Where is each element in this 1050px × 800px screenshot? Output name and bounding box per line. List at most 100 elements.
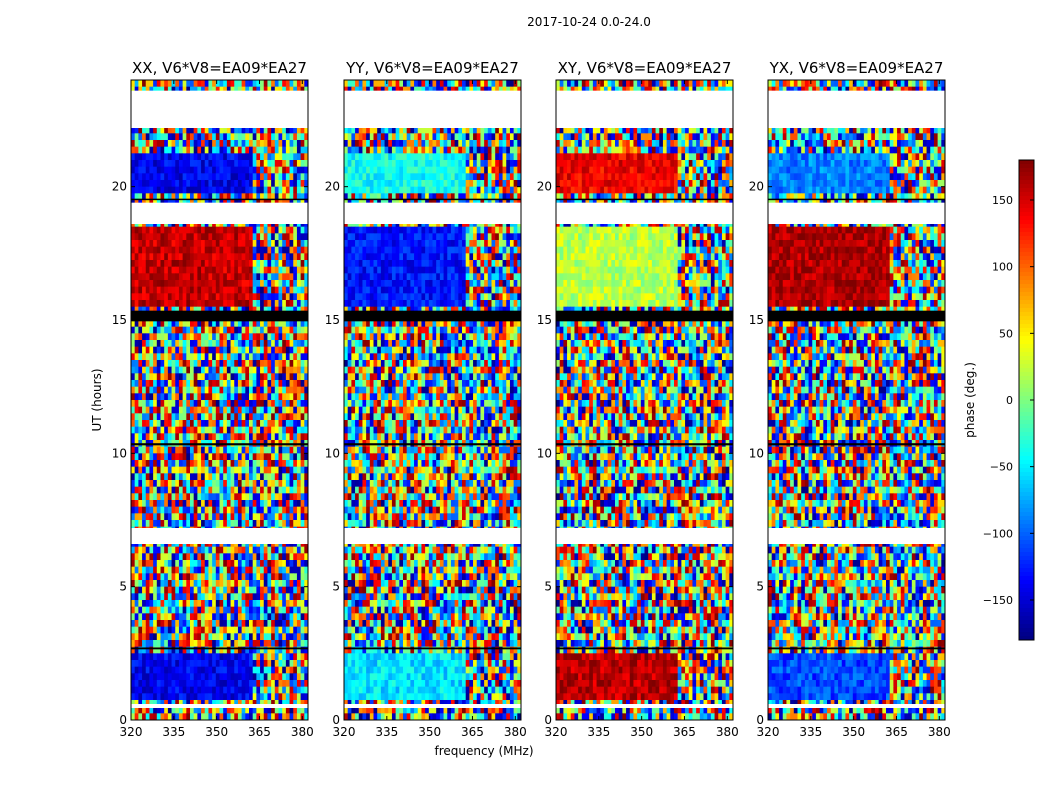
flagged-band	[768, 704, 945, 708]
black-band	[344, 310, 521, 322]
black-band	[131, 310, 308, 322]
black-band	[344, 198, 521, 201]
panel-title-xy: XY, V6*V8=EA09*EA27	[558, 59, 732, 77]
x-axis-label: frequency (MHz)	[434, 744, 533, 758]
y-tick-label: 0	[332, 713, 340, 727]
black-band	[556, 198, 733, 201]
y-axis-label: UT (hours)	[90, 368, 104, 431]
y-tick-label: 0	[756, 713, 764, 727]
black-band	[768, 198, 945, 201]
colorbar-tick-label: 50	[999, 327, 1013, 340]
panel-title-yx: YX, V6*V8=EA09*EA27	[769, 59, 944, 77]
black-band	[344, 647, 521, 650]
y-tick-label: 15	[112, 313, 127, 327]
black-band	[556, 443, 733, 446]
x-tick-label: 335	[375, 725, 398, 739]
black-band	[344, 443, 521, 446]
panel-frame	[343, 79, 522, 721]
panel-yy: YY, V6*V8=EA09*EA27 320 335 350 365 380 0 5 10 15…	[325, 59, 527, 739]
y-tick-label: 5	[119, 580, 127, 594]
flagged-band	[131, 528, 308, 544]
black-band	[556, 647, 733, 650]
y-tick-label: 15	[537, 313, 552, 327]
y-tick-label: 20	[749, 180, 764, 194]
heatmap-cells	[131, 80, 309, 721]
y-tick-label: 0	[119, 713, 127, 727]
x-tick-label: 350	[630, 725, 653, 739]
y-tick-label: 15	[749, 313, 764, 327]
panel-title-yy: YY, V6*V8=EA09*EA27	[345, 59, 519, 77]
colorbar-label: phase (deg.)	[963, 362, 977, 438]
black-band	[131, 443, 308, 446]
colorbar-tick-label: 0	[1006, 394, 1013, 407]
x-tick-label: 365	[461, 725, 484, 739]
heatmap-cells	[768, 80, 946, 721]
black-band	[768, 443, 945, 446]
flagged-band	[556, 90, 733, 128]
flagged-band	[556, 202, 733, 224]
black-band	[131, 647, 308, 650]
y-tick-label: 15	[325, 313, 340, 327]
y-tick-label: 10	[537, 446, 552, 460]
colorbar-tick-label: −50	[990, 461, 1013, 474]
x-tick-label: 335	[587, 725, 610, 739]
y-tick-label: 20	[537, 180, 552, 194]
x-tick-label: 365	[248, 725, 271, 739]
flagged-band	[768, 90, 945, 128]
x-tick-label: 350	[205, 725, 228, 739]
flagged-band	[556, 704, 733, 708]
flagged-band	[556, 528, 733, 544]
black-band	[131, 198, 308, 201]
x-tick-label: 350	[842, 725, 865, 739]
colorbar-tick-label: 100	[992, 261, 1013, 274]
y-tick-label: 20	[112, 180, 127, 194]
flagged-band	[344, 704, 521, 708]
colorbar: 150 100 50 0 −50 −100 −150	[983, 159, 1035, 641]
y-tick-label: 10	[112, 446, 127, 460]
colorbar-tick-label: −100	[983, 527, 1013, 540]
panel-frame	[130, 79, 309, 721]
panel-xx: XX, V6*V8=EA09*EA27 320 335 350 365 380 0 5 10 15…	[112, 59, 314, 739]
colorbar-tick-label: 150	[992, 194, 1013, 207]
x-tick-label: 380	[716, 725, 739, 739]
x-tick-label: 320	[757, 725, 780, 739]
panel-frame	[555, 79, 734, 721]
y-tick-label: 0	[544, 713, 552, 727]
x-tick-label: 380	[928, 725, 951, 739]
flagged-band	[344, 90, 521, 128]
y-tick-label: 5	[332, 580, 340, 594]
black-band	[768, 310, 945, 322]
x-tick-label: 320	[333, 725, 356, 739]
x-tick-label: 365	[673, 725, 696, 739]
x-tick-label: 380	[291, 725, 314, 739]
flagged-band	[344, 528, 521, 544]
flagged-band	[768, 202, 945, 224]
y-tick-label: 20	[325, 180, 340, 194]
panels: XX, V6*V8=EA09*EA27 320 335 350 365 380 0 5 10 15…	[112, 59, 951, 739]
x-tick-label: 320	[545, 725, 568, 739]
panel-yx: YX, V6*V8=EA09*EA27 320 335 350 365 380 0 5 10 15…	[749, 59, 951, 739]
x-tick-label: 335	[799, 725, 822, 739]
x-tick-label: 350	[418, 725, 441, 739]
y-tick-label: 10	[749, 446, 764, 460]
flagged-band	[131, 90, 308, 128]
flagged-band	[768, 528, 945, 544]
heatmap-cells	[344, 80, 522, 721]
flagged-band	[344, 202, 521, 224]
flagged-band	[131, 202, 308, 224]
heatmap-cells	[556, 80, 734, 721]
black-band	[556, 310, 733, 322]
x-tick-label: 365	[885, 725, 908, 739]
figure-suptitle: 2017-10-24 0.0-24.0	[527, 15, 651, 29]
y-tick-label: 10	[325, 446, 340, 460]
y-tick-label: 5	[544, 580, 552, 594]
colorbar-tick-label: −150	[983, 594, 1013, 607]
y-tick-label: 5	[756, 580, 764, 594]
panel-xy: XY, V6*V8=EA09*EA27 320 335 350 365 380 0 5 10 15…	[537, 59, 739, 739]
panel-frame	[767, 79, 946, 721]
x-tick-label: 380	[504, 725, 527, 739]
x-tick-label: 335	[162, 725, 185, 739]
black-band	[768, 647, 945, 650]
panel-title-xx: XX, V6*V8=EA09*EA27	[132, 59, 307, 77]
